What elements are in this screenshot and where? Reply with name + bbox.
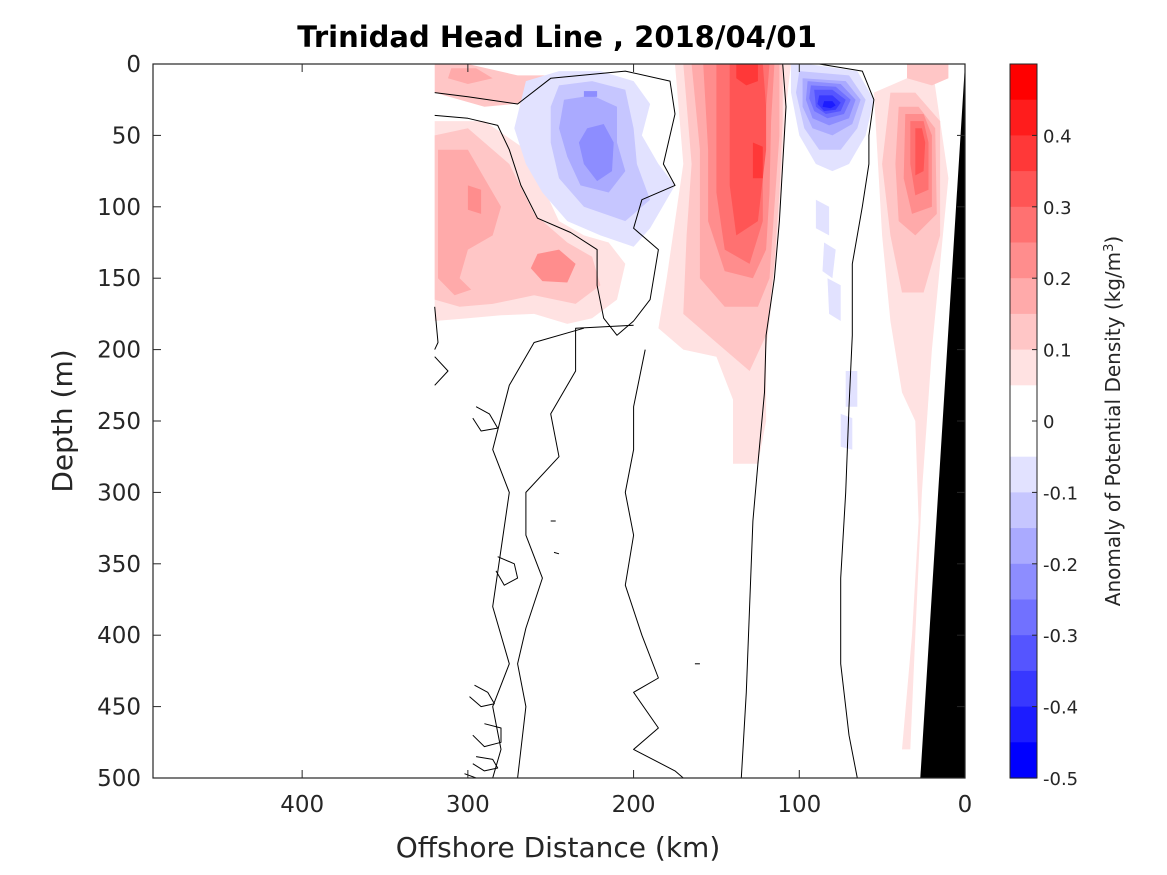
zero-contour-13 xyxy=(464,773,477,778)
zero-contour-8 xyxy=(472,406,499,432)
colorbar-title: Anomaly of Potential Density (kg/m3) xyxy=(1101,236,1125,606)
zero-contour-7 xyxy=(624,349,684,778)
zero-contour-11 xyxy=(472,723,502,748)
colorbar-segment xyxy=(1010,492,1037,529)
y-tick-label: 400 xyxy=(97,623,141,649)
zero-contour-15 xyxy=(553,551,560,555)
region-coastal-negative-streak-e xyxy=(840,413,853,450)
colorbar-segment xyxy=(1010,349,1037,386)
colorbar-segment xyxy=(1010,385,1037,422)
region-offshore-positive-spot-a xyxy=(467,185,482,214)
colorbar-segment xyxy=(1010,313,1037,351)
y-tick-label: 200 xyxy=(97,338,141,364)
colorbar-segment xyxy=(1010,99,1037,136)
colorbar-segment xyxy=(1010,599,1037,636)
colorbar-tick-label: -0.2 xyxy=(1043,555,1078,576)
colorbar-segment xyxy=(1010,670,1037,708)
region-offshore-negative-speck xyxy=(583,91,598,97)
colorbar-tick-label: 0.3 xyxy=(1043,198,1072,219)
x-axis-title: Offshore Distance (km) xyxy=(396,831,721,864)
x-tick-label: 0 xyxy=(958,792,973,818)
x-tick-label: 200 xyxy=(612,792,656,818)
zero-contour-10 xyxy=(469,684,495,708)
x-tick-label: 400 xyxy=(280,792,324,818)
zero-contour-6 xyxy=(517,324,634,778)
region-surface-positive-nearshore xyxy=(907,64,949,86)
zero-contours xyxy=(434,64,875,778)
region-coastal-negative-streak-c xyxy=(827,278,841,321)
colorbar-tick-label: -0.4 xyxy=(1043,698,1078,719)
region-coastal-negative-g xyxy=(822,101,836,109)
zero-contour-0 xyxy=(434,70,676,336)
colorbar-tick-label: -0.5 xyxy=(1043,769,1078,790)
region-midshelf-positive-f xyxy=(736,64,758,86)
colorbar-segment xyxy=(1010,635,1037,672)
y-tick-label: 50 xyxy=(112,123,141,149)
colorbar-segment xyxy=(1010,171,1037,208)
y-tick-label: 450 xyxy=(97,695,141,721)
colorbar-segment xyxy=(1010,563,1037,601)
zero-contour-2 xyxy=(796,64,875,778)
y-tick-label: 150 xyxy=(97,266,141,292)
bathymetry-wedge xyxy=(920,64,965,778)
colorbar-segment xyxy=(1010,421,1037,458)
y-tick-label: 300 xyxy=(97,480,141,506)
region-coastal-negative-streak-d xyxy=(845,371,858,407)
colorbar-segment xyxy=(1010,456,1037,493)
bathymetry xyxy=(920,64,965,778)
colorbar-tick-label: -0.1 xyxy=(1043,483,1078,504)
region-coastal-negative-streak-a xyxy=(815,199,830,236)
zero-contour-12 xyxy=(472,756,499,772)
colorbar-tick-label: 0.2 xyxy=(1043,269,1072,290)
zero-contour-9 xyxy=(495,556,519,586)
colorbar-segment xyxy=(1010,242,1037,279)
y-tick-label: 500 xyxy=(97,766,141,792)
region-offshore-positive-spot-b xyxy=(530,249,576,283)
region-offshore-positive-core xyxy=(438,149,501,296)
colorbar-segment xyxy=(1010,528,1037,565)
region-offshore-negative-core xyxy=(578,124,614,182)
x-tick-label: 100 xyxy=(777,792,821,818)
colorbar-tick-label: 0 xyxy=(1043,412,1054,433)
zero-contour-1 xyxy=(691,64,787,778)
y-axis-title: Depth (m) xyxy=(46,349,79,492)
x-tick-label: 300 xyxy=(446,792,490,818)
colorbar-tick-label: -0.3 xyxy=(1043,626,1078,647)
zero-contour-5 xyxy=(492,327,585,778)
region-midshelf-positive-e xyxy=(729,64,767,236)
region-coastal-positive-e xyxy=(915,128,926,176)
colorbar-segment xyxy=(1010,742,1037,779)
zero-contour-3 xyxy=(434,306,439,350)
region-midshelf-positive-g xyxy=(752,142,763,179)
colorbar-segment xyxy=(1010,135,1037,172)
x-axis: 400 300 200 100 0 xyxy=(280,64,972,818)
colorbar-segment xyxy=(1010,706,1037,743)
colorbar: 0.4 0.3 0.2 0.1 0 -0.1 -0.2 -0.3 -0.4 -0.5 xyxy=(1009,63,1078,790)
chart-title: Trinidad Head Line , 2018/04/01 xyxy=(297,20,817,54)
colorbar-tick-label: 0.4 xyxy=(1043,126,1072,147)
region-surface-positive-core xyxy=(448,68,493,84)
y-tick-label: 0 xyxy=(126,52,141,78)
colorbar-segment xyxy=(1010,206,1037,244)
zero-contour-4 xyxy=(434,356,449,386)
y-tick-label: 100 xyxy=(97,195,141,221)
anomaly-field xyxy=(434,64,949,750)
colorbar-segment xyxy=(1010,64,1037,101)
region-coastal-negative-streak-b xyxy=(822,242,836,279)
y-axis: 0 50 100 150 200 250 300 350 400 450 500 xyxy=(97,52,965,792)
y-tick-label: 250 xyxy=(97,409,141,435)
y-tick-label: 350 xyxy=(97,552,141,578)
colorbar-segment xyxy=(1010,278,1037,315)
colorbar-tick-label: 0.1 xyxy=(1043,341,1072,362)
